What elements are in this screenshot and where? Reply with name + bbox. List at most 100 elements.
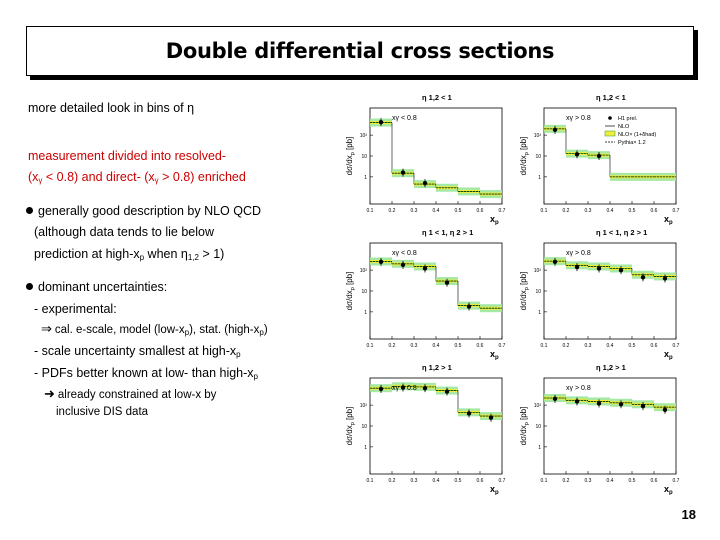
x-tick-label: 0.2 [563, 343, 570, 349]
panel-annotation: xγ > 0.8 [566, 115, 591, 122]
legend-marker [604, 130, 616, 137]
data-point [552, 259, 558, 265]
x-tick-label: 0.5 [629, 208, 636, 214]
x-tick-label: 0.2 [389, 478, 396, 484]
bullet-icon [26, 207, 33, 214]
legend-label: Pythia× 1.2 [618, 140, 646, 146]
x-tick-label: 0.5 [455, 208, 462, 214]
x-tick-label: 0.5 [629, 343, 636, 349]
line8-text: - experimental: [34, 302, 117, 316]
x-tick-label: 0.5 [455, 343, 462, 349]
x-axis-label-sub: p [495, 220, 499, 225]
line11-sub: p [253, 372, 258, 381]
x-tick-label: 0.7 [499, 343, 506, 349]
plot-panel-3: 0.1 0.2 0.3 0.4 0.5 0.6 0.7 10² 10 1 xp dσ/dxp [pb]… [345, 228, 506, 360]
line9-part-c: ) [263, 324, 268, 336]
line10-sub: p [236, 350, 241, 359]
x-tick-label: 0.7 [673, 478, 680, 484]
legend-label: NLO [618, 124, 630, 130]
y-tick-label: 10 [361, 424, 367, 430]
data-point [488, 415, 494, 420]
bullet-icon [26, 283, 33, 290]
data-point [640, 403, 646, 409]
plot-panel-4: 0.1 0.2 0.3 0.4 0.5 0.6 0.7 10² 10 1 xp dσ/dxp [pb]… [519, 228, 680, 360]
line6-sub-2: 1,2 [187, 253, 199, 262]
page-number: 18 [681, 507, 696, 522]
line9-sub-2: p [259, 328, 264, 337]
text-line-5: (although data tends to lie below [34, 225, 214, 239]
data-point [378, 386, 384, 392]
line13-text: inclusive DIS data [56, 406, 149, 418]
x-tick-label: 0.3 [411, 208, 418, 214]
y-tick-label: 10 [535, 289, 541, 295]
x-tick-label: 0.4 [607, 478, 614, 484]
x-tick-label: 0.6 [477, 343, 484, 349]
x-tick-label: 0.2 [389, 208, 396, 214]
data-point [574, 399, 580, 404]
line5-text: (although data tends to lie below [34, 225, 214, 239]
line3-part-b: < 0.8) and direct- (x [42, 170, 155, 184]
x-tick-label: 0.3 [411, 343, 418, 349]
line6-part-c: > 1) [198, 247, 225, 261]
legend-label: H1 prel. [618, 116, 638, 122]
text-line-11: - PDFs better known at low- than high-xp [34, 366, 258, 381]
panel-title: η 1,2 < 1 [422, 93, 452, 102]
y-axis-label-unit: [pb] [519, 137, 528, 153]
x-tick-label: 0.1 [541, 478, 548, 484]
y-tick-label: 10 [535, 424, 541, 430]
data-point [662, 407, 668, 412]
text-line-7: dominant uncertainties: [26, 280, 167, 294]
data-point [640, 275, 646, 280]
text-line-9: ⇒ cal. e-scale, model (low-xp), stat. (hi… [41, 321, 268, 337]
x-tick-label: 0.5 [629, 478, 636, 484]
y-axis-label: dσ/dxp [pb] [519, 272, 530, 311]
x-tick-label: 0.6 [651, 478, 658, 484]
text-line-1: more detailed look in bins of η [28, 101, 194, 115]
legend-marker [608, 116, 612, 120]
y-axis-label: dσ/dxp [pb] [519, 407, 530, 446]
line7-text: dominant uncertainties: [38, 280, 168, 294]
x-tick-label: 0.6 [651, 343, 658, 349]
line3-sub-1: γ [38, 176, 43, 185]
x-tick-label: 0.4 [607, 208, 614, 214]
x-tick-label: 0.2 [389, 343, 396, 349]
x-tick-label: 0.3 [585, 343, 592, 349]
data-point [552, 127, 558, 133]
data-point [618, 267, 624, 273]
x-tick-label: 0.6 [477, 208, 484, 214]
x-tick-label: 0.4 [433, 478, 440, 484]
line3-part-a: (x [28, 170, 39, 184]
y-tick-label: 10 [361, 154, 367, 160]
x-tick-label: 0.2 [563, 478, 570, 484]
y-tick-label: 10² [534, 403, 542, 409]
y-tick-label: 1 [364, 445, 367, 451]
y-tick-label: 10² [360, 403, 368, 409]
text-line-13: inclusive DIS data [56, 406, 148, 418]
x-axis-label: xp [490, 484, 499, 495]
line10-text: - scale uncertainty smallest at high-x [34, 344, 237, 358]
x-tick-label: 0.7 [499, 478, 506, 484]
y-tick-label: 1 [538, 445, 541, 451]
x-axis-label-sub: p [495, 490, 499, 495]
line1-text: more detailed look in bins of η [28, 101, 195, 115]
y-tick-label: 10 [361, 289, 367, 295]
plot-frame [369, 242, 503, 340]
x-tick-label: 0.5 [455, 478, 462, 484]
data-point [422, 266, 428, 271]
y-axis-label-sub: p [350, 287, 356, 290]
plot-panel-5: 0.1 0.2 0.3 0.4 0.5 0.6 0.7 10² 10 1 xp dσ/dxp [pb]… [345, 363, 506, 495]
implies-arrow-icon: ⇒ [41, 321, 52, 336]
x-tick-label: 0.3 [585, 478, 592, 484]
y-axis-label-sub: p [524, 152, 530, 155]
y-tick-label: 1 [364, 310, 367, 316]
plot-panel-2: 0.1 0.2 0.3 0.4 0.5 0.6 0.7 10² 10 1 xp dσ/dxp [pb]… [519, 93, 680, 225]
data-point [422, 385, 428, 391]
data-point [378, 259, 384, 265]
data-point [574, 152, 580, 157]
x-tick-label: 0.7 [673, 343, 680, 349]
right-arrow-icon: ➜ [44, 386, 55, 401]
x-tick-label: 0.4 [607, 343, 614, 349]
line3-sub-2: γ [154, 176, 159, 185]
plot-panel-6: 0.1 0.2 0.3 0.4 0.5 0.6 0.7 10² 10 1 xp dσ/dxp [pb]… [519, 363, 680, 495]
y-tick-label: 10² [534, 133, 542, 139]
